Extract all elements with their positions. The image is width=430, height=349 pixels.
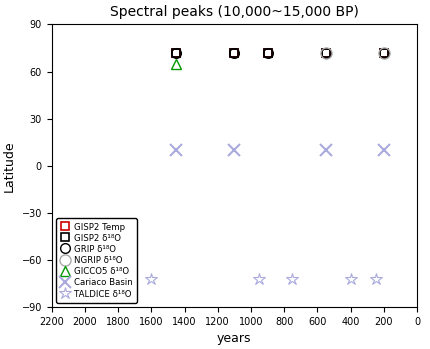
GISP2 Temp bbox=[381, 51, 387, 55]
GRIP δ¹⁸O bbox=[174, 51, 179, 55]
GRIP δ¹⁸O bbox=[232, 51, 237, 55]
NGRIP δ¹⁸O bbox=[323, 51, 329, 55]
NGRIP δ¹⁸O bbox=[381, 51, 387, 55]
Cariaco Basin bbox=[232, 148, 237, 152]
GISP2 Temp bbox=[323, 51, 329, 55]
TALDICE δ¹⁸O bbox=[373, 277, 378, 281]
GISP2 Temp bbox=[232, 51, 237, 55]
TALDICE δ¹⁸O bbox=[149, 277, 154, 281]
Legend: GISP2 Temp, GISP2 δ¹⁸O, GRIP δ¹⁸O, NGRIP δ¹⁸O, GICCO5 δ¹⁸O, Cariaco Basin, TALDI: GISP2 Temp, GISP2 δ¹⁸O, GRIP δ¹⁸O, NGRIP… bbox=[56, 218, 137, 303]
X-axis label: years: years bbox=[217, 332, 252, 346]
GRIP δ¹⁸O bbox=[381, 51, 387, 55]
Line: Cariaco Basin: Cariaco Basin bbox=[171, 144, 390, 156]
Line: TALDICE δ¹⁸O: TALDICE δ¹⁸O bbox=[145, 273, 382, 285]
GISP2 δ¹⁸O bbox=[265, 51, 270, 55]
Cariaco Basin bbox=[174, 148, 179, 152]
GRIP δ¹⁸O bbox=[265, 51, 270, 55]
GRIP δ¹⁸O bbox=[323, 51, 329, 55]
Line: NGRIP δ¹⁸O: NGRIP δ¹⁸O bbox=[320, 47, 390, 58]
GISP2 δ¹⁸O bbox=[323, 51, 329, 55]
Cariaco Basin bbox=[381, 148, 387, 152]
TALDICE δ¹⁸O bbox=[290, 277, 295, 281]
GISP2 Temp bbox=[174, 51, 179, 55]
GISP2 δ¹⁸O bbox=[381, 51, 387, 55]
Title: Spectral peaks (10,000~15,000 BP): Spectral peaks (10,000~15,000 BP) bbox=[110, 5, 359, 19]
GISP2 Temp bbox=[265, 51, 270, 55]
TALDICE δ¹⁸O bbox=[348, 277, 353, 281]
Y-axis label: Latitude: Latitude bbox=[3, 140, 16, 192]
TALDICE δ¹⁸O bbox=[257, 277, 262, 281]
GISP2 δ¹⁸O bbox=[232, 51, 237, 55]
GISP2 δ¹⁸O bbox=[174, 51, 179, 55]
Line: GRIP δ¹⁸O: GRIP δ¹⁸O bbox=[171, 48, 389, 58]
Cariaco Basin bbox=[323, 148, 329, 152]
Line: GISP2 δ¹⁸O: GISP2 δ¹⁸O bbox=[172, 49, 388, 57]
Line: GISP2 Temp: GISP2 Temp bbox=[172, 49, 388, 57]
